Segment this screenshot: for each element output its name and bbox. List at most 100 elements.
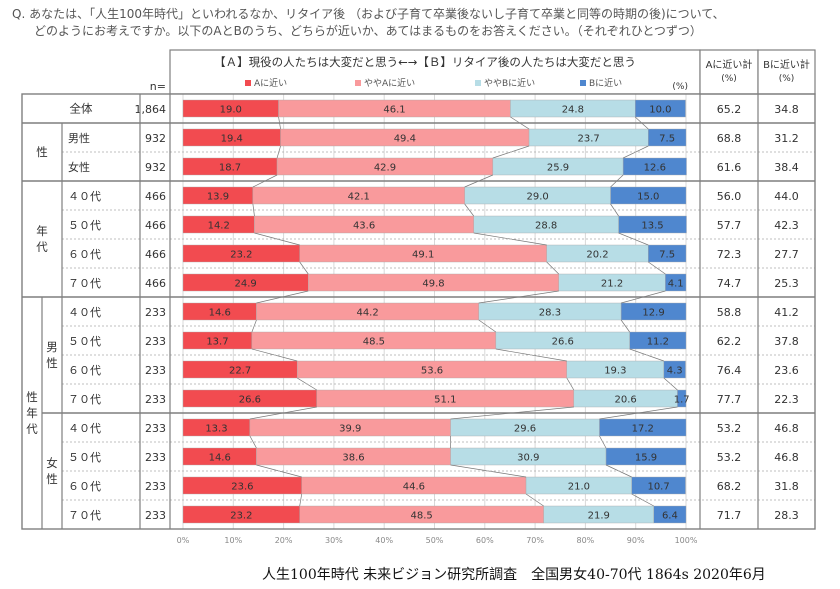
bar-segment-Bに近い [665, 273, 687, 292]
x-tick-label: 50% [426, 536, 444, 545]
n-value: 233 [145, 306, 166, 319]
group-label: 年代 [36, 224, 48, 254]
n-value: 466 [145, 190, 166, 203]
bar-data-label: 7.5 [659, 134, 675, 145]
bar-data-label: 46.1 [383, 105, 405, 116]
bar-data-label: 19.0 [220, 105, 242, 116]
bar-data-label: 20.2 [586, 250, 608, 261]
category-label: ４０代 [68, 190, 101, 203]
unit-label: (%) [672, 82, 688, 92]
category-label: ５０代 [68, 335, 101, 348]
legend-swatch-2 [475, 80, 481, 86]
a-total-value: 53.2 [717, 422, 742, 435]
category-label: 男性 [68, 131, 90, 145]
category-label: ４０代 [68, 422, 101, 435]
bar-data-label: 13.3 [205, 424, 227, 435]
question-line-1: Q. あなたは、「人生100年時代」といわれるなか、リタイア後 （および子育て卒… [12, 7, 725, 21]
x-tick-label: 70% [526, 536, 544, 545]
a-total-value: 61.6 [717, 161, 742, 174]
n-value: 233 [145, 480, 166, 493]
bar-data-label: 15.0 [637, 192, 659, 203]
bar-data-label: 11.2 [647, 337, 669, 348]
bar-data-label: 26.6 [239, 395, 261, 406]
x-tick-label: 90% [627, 536, 645, 545]
a-total-unit: (%) [721, 74, 737, 84]
x-tick-label: 0% [177, 536, 190, 545]
a-total-value: 72.3 [717, 248, 742, 261]
connector-line [618, 232, 649, 246]
b-total-value: 27.7 [774, 248, 799, 261]
bar-data-label: 17.2 [632, 424, 654, 435]
a-total-value: 58.8 [717, 306, 742, 319]
bar-segment-Bに近い [610, 186, 687, 205]
category-label: ５０代 [68, 219, 101, 232]
group-label: 女性 [46, 456, 58, 486]
bar-segment-Bに近い [599, 418, 687, 437]
a-total-value: 57.7 [717, 219, 742, 232]
b-total-value: 23.6 [774, 364, 799, 377]
bar-segment-Bに近い [618, 215, 687, 234]
bar-data-label: 4.3 [667, 366, 683, 377]
n-value: 466 [145, 219, 166, 232]
n-value: 233 [145, 335, 166, 348]
legend-swatch-3 [580, 80, 586, 86]
n-value: 932 [145, 132, 166, 145]
b-total-header-box [757, 49, 816, 95]
bar-data-label: 20.6 [615, 395, 637, 406]
bar-data-label: 44.2 [356, 308, 378, 319]
connector-line [450, 464, 527, 478]
connector-line [254, 232, 300, 246]
x-tick-label: 40% [375, 536, 393, 545]
category-label: ５０代 [68, 451, 101, 464]
bar-data-label: 19.3 [604, 366, 626, 377]
bar-data-label: 30.9 [517, 453, 539, 464]
table-outline [21, 93, 816, 530]
bar-data-label: 48.5 [363, 337, 385, 348]
bar-data-label: 10.0 [649, 105, 671, 116]
b-total-header: Bに近い計 [763, 58, 810, 71]
bar-data-label: 13.5 [641, 221, 663, 232]
bar-data-label: 42.1 [348, 192, 370, 203]
bar-data-label: 7.5 [659, 250, 675, 261]
bar-data-label: 13.7 [206, 337, 228, 348]
bar-data-label: 53.6 [421, 366, 443, 377]
a-total-value: 68.8 [717, 132, 742, 145]
b-total-value: 34.8 [774, 103, 799, 116]
bar-data-label: 10.7 [647, 482, 669, 493]
category-label: ７０代 [68, 393, 101, 406]
bar-data-label: 23.2 [230, 250, 252, 261]
n-value: 233 [145, 509, 166, 522]
bar-data-label: 24.9 [234, 279, 256, 290]
a-total-value: 74.7 [717, 277, 742, 290]
stacked-bar-chart: 【Ａ】現役の人たちは大変だと思う←→【Ｂ】リタイア後の人たちは大変だと思う Aに近… [21, 49, 816, 545]
connector-line [299, 493, 303, 507]
n-label: n= [150, 80, 166, 93]
b-total-value: 25.3 [774, 277, 799, 290]
bar-data-label: 12.6 [644, 163, 666, 174]
bar-data-label: 49.1 [412, 250, 434, 261]
x-tick-label: 100% [675, 536, 698, 545]
bar-segment-Bに近い [622, 157, 687, 176]
connector-line [249, 435, 257, 449]
group-label: 性年代 [26, 390, 38, 436]
n-value: 466 [145, 248, 166, 261]
bar-segment-Bに近い [677, 389, 687, 408]
b-total-value: 37.8 [774, 335, 799, 348]
category-label: ６０代 [68, 480, 101, 493]
bar-data-label: 23.7 [578, 134, 600, 145]
x-tick-label: 80% [577, 536, 595, 545]
bar-data-label: 15.9 [635, 453, 657, 464]
bar-data-label: 21.0 [568, 482, 590, 493]
bar-data-label: 4.1 [668, 279, 684, 290]
bar-data-label: 44.6 [403, 482, 425, 493]
a-total-value: 53.2 [717, 451, 742, 464]
legend-label-1: ややAに近い [364, 77, 415, 89]
chart-header-box [169, 49, 701, 95]
legend-swatch-1 [355, 80, 361, 86]
bar-data-label: 13.9 [207, 192, 229, 203]
legend-label-0: Aに近い [254, 77, 287, 89]
a-total-value: 56.0 [717, 190, 742, 203]
bar-data-label: 21.9 [588, 511, 610, 522]
category-label: 女性 [68, 160, 90, 174]
chart-title: 【Ａ】現役の人たちは大変だと思う←→【Ｂ】リタイア後の人たちは大変だと思う [214, 55, 636, 69]
